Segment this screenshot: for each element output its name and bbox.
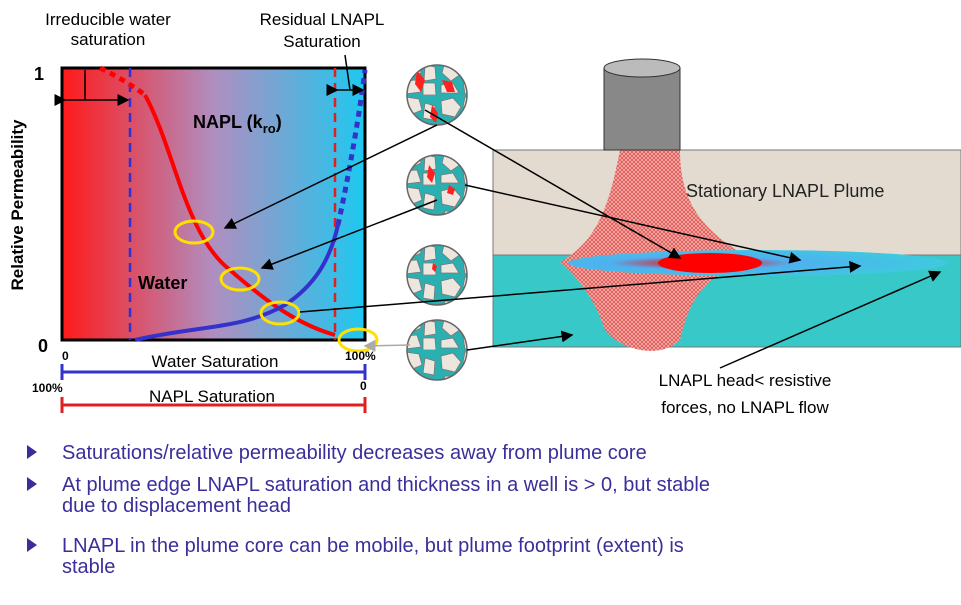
label: Residual LNAPL — [260, 10, 385, 29]
axis-end: 0 — [360, 379, 367, 393]
label: Irreducible water — [45, 10, 171, 29]
note: forces, no LNAPL flow — [661, 398, 829, 417]
bullet-marker — [27, 445, 37, 459]
arrows — [223, 109, 942, 369]
well — [603, 67, 681, 151]
label: Saturation — [283, 32, 361, 51]
note: LNAPL head< resistive — [659, 371, 832, 390]
napl-curve-dotted — [98, 65, 147, 98]
napl-curve — [143, 94, 336, 337]
soil — [492, 149, 961, 256]
plume — [560, 150, 750, 351]
axis-title: NAPL Saturation — [149, 387, 275, 406]
ellipses — [173, 219, 379, 353]
y-axis-label: Relative Permeability — [8, 119, 27, 291]
y-tick: 1 — [34, 64, 44, 84]
axis-end: 0 — [62, 349, 69, 363]
bullet: due to displacement head — [62, 495, 291, 517]
water-label: Water — [138, 273, 187, 293]
bullet: At plume edge LNAPL saturation and thick… — [62, 474, 710, 496]
bullet-list: Saturations/relative permeability decrea… — [27, 442, 710, 578]
leader — [344, 54, 351, 91]
plume-title: Stationary LNAPL Plume — [686, 181, 884, 201]
napl-label: NAPL (kro) — [193, 112, 282, 136]
label: saturation — [71, 30, 146, 49]
pore-views — [406, 64, 468, 381]
axis-end: 100% — [345, 349, 376, 363]
water-curve — [134, 224, 340, 342]
axis-end: 100% — [32, 381, 63, 395]
bullet-marker — [27, 538, 37, 552]
perm-graph: Irreducible water saturation Residual LN… — [8, 10, 384, 413]
graph-box — [60, 66, 367, 342]
bullet-marker — [27, 477, 37, 491]
y-tick: 0 — [38, 336, 48, 356]
axis-title: Water Saturation — [152, 352, 279, 371]
bullet: stable — [62, 556, 115, 578]
core — [658, 253, 762, 273]
plume-panel: Stationary LNAPL Plume LNAPL head< resis… — [492, 58, 961, 417]
bullet: Saturations/relative permeability decrea… — [62, 442, 647, 464]
bullet: LNAPL in the plume core can be mobile, b… — [62, 535, 684, 557]
